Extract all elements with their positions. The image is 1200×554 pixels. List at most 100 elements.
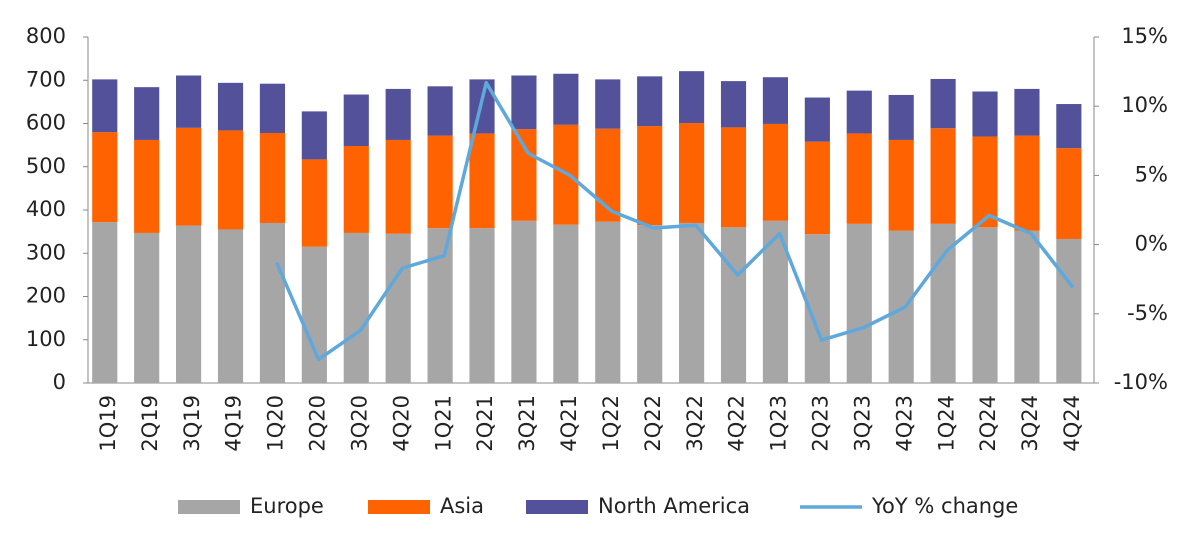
- bar: [301, 246, 327, 383]
- line: [275, 80, 1075, 362]
- bar: [762, 77, 789, 124]
- bar: [301, 111, 327, 160]
- bar: [553, 224, 579, 383]
- y-tick-label: 800: [26, 24, 66, 48]
- bar: [511, 220, 537, 383]
- legend-label: Europe: [250, 494, 324, 518]
- bar: [511, 75, 537, 130]
- x-tick-label: 4Q21: [557, 395, 581, 452]
- x-tick-label: 2Q24: [976, 395, 1000, 452]
- y-tick-label: 700: [26, 67, 66, 91]
- x-tick-label: 2Q20: [306, 395, 330, 452]
- bar: [804, 141, 830, 235]
- x-tick-label: 1Q19: [96, 395, 120, 452]
- legend-swatch: [368, 500, 430, 514]
- bar: [888, 139, 914, 231]
- bar: [1056, 104, 1082, 149]
- x-tick-label: 1Q21: [431, 395, 455, 452]
- bar: [888, 230, 914, 383]
- bar: [1014, 135, 1040, 231]
- bar: [469, 133, 495, 229]
- bar: [804, 97, 830, 142]
- bar: [134, 232, 160, 383]
- bar: [469, 228, 495, 383]
- bar: [637, 76, 663, 127]
- bar: [595, 221, 621, 383]
- bar: [1056, 148, 1082, 239]
- bar: [301, 159, 327, 247]
- bar: [930, 78, 956, 129]
- bar: [92, 79, 118, 133]
- bar: [679, 123, 705, 223]
- bar: [343, 145, 369, 233]
- y-tick-label: 600: [26, 111, 66, 135]
- legend-label: Asia: [440, 494, 484, 518]
- y2-tick-label: 5%: [1135, 162, 1168, 186]
- x-tick-label: 2Q22: [641, 395, 665, 452]
- bar: [720, 227, 747, 383]
- bar: [92, 132, 118, 223]
- bar: [1014, 88, 1040, 136]
- bar: [385, 88, 411, 140]
- x-tick-label: 4Q24: [1060, 395, 1084, 452]
- y-tick-label: 300: [26, 240, 66, 264]
- y2-tick-label: -5%: [1127, 301, 1168, 325]
- bar: [259, 222, 286, 383]
- bar: [846, 133, 872, 224]
- bar: [553, 73, 579, 125]
- x-tick-label: 4Q20: [389, 395, 413, 452]
- legend-label: North America: [598, 494, 750, 518]
- legend-swatch: [178, 500, 240, 514]
- bar: [637, 225, 663, 383]
- x-tick-label: 4Q23: [892, 395, 916, 452]
- bar: [972, 227, 998, 383]
- bar: [846, 223, 872, 383]
- bar: [343, 232, 369, 383]
- bar: [176, 75, 202, 128]
- bar: [259, 133, 286, 223]
- bar: [427, 135, 453, 229]
- x-tick-label: 1Q23: [767, 395, 791, 452]
- bar: [92, 222, 118, 383]
- bar: [217, 130, 244, 230]
- x-tick-label: 2Q21: [473, 395, 497, 452]
- x-tick-label: 1Q24: [934, 395, 958, 452]
- bar: [343, 94, 369, 146]
- bar: [720, 127, 747, 228]
- bar: [595, 79, 621, 129]
- bar: [972, 136, 998, 228]
- bar: [762, 123, 789, 221]
- x-tick-label: 3Q19: [180, 395, 204, 452]
- x-tick-label: 2Q23: [809, 395, 833, 452]
- bar: [888, 94, 914, 140]
- bar: [930, 223, 956, 383]
- bar: [930, 128, 956, 224]
- bar: [259, 83, 286, 134]
- y-tick-label: 0: [53, 370, 66, 394]
- bar: [679, 222, 705, 383]
- bar: [176, 127, 202, 226]
- x-tick-label: 3Q22: [683, 395, 707, 452]
- y-tick-label: 500: [26, 154, 66, 178]
- legend-label: YoY % change: [871, 494, 1018, 518]
- x-tick-label: 3Q20: [347, 395, 371, 452]
- y2-tick-label: 15%: [1121, 24, 1168, 48]
- y2-tick-label: 0%: [1135, 232, 1168, 256]
- x-tick-label: 1Q20: [264, 395, 288, 452]
- y-tick-label: 200: [26, 284, 66, 308]
- x-tick-label: 3Q24: [1018, 395, 1042, 452]
- bar: [679, 71, 705, 124]
- bar: [637, 126, 663, 226]
- x-tick-label: 4Q22: [725, 395, 749, 452]
- bar: [1014, 230, 1040, 383]
- x-tick-label: 3Q23: [850, 395, 874, 452]
- bar: [385, 233, 411, 383]
- y-tick-label: 400: [26, 197, 66, 221]
- bar: [972, 91, 998, 137]
- bar: [1056, 238, 1082, 383]
- x-tick-label: 4Q19: [222, 395, 246, 452]
- bar: [720, 81, 747, 128]
- bar: [427, 228, 453, 383]
- bar: [427, 86, 453, 136]
